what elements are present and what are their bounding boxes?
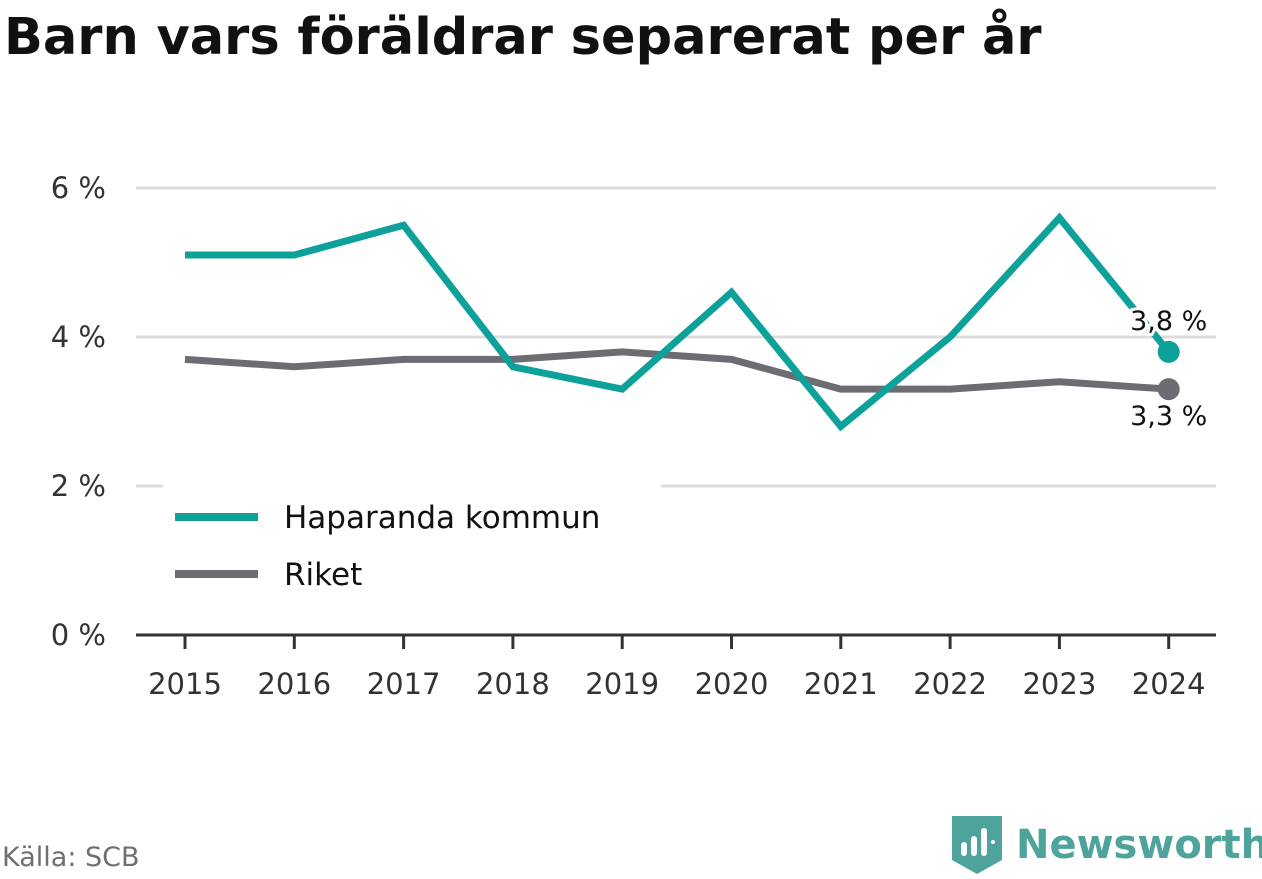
x-tick-label: 2018 [476, 667, 550, 701]
series-line [185, 212, 1172, 432]
series-end-point [1157, 378, 1180, 401]
x-tick-label: 2023 [1022, 667, 1096, 701]
series-lines [184, 212, 1180, 432]
brand-logo: Newsworthy [952, 816, 1262, 874]
x-tick-label: 2022 [913, 667, 987, 701]
y-tick-label: 6 % [51, 171, 106, 205]
end-labels: 3,8 % 3,3 % [1127, 303, 1210, 435]
source-note: Källa: SCB [2, 842, 140, 873]
x-tick-label: 2021 [804, 667, 878, 701]
x-tick-label: 2017 [367, 667, 441, 701]
end-label: 3,3 % [1130, 401, 1207, 432]
brand-name: Newsworthy [1016, 822, 1262, 868]
legend: Haparanda kommun Riket [175, 500, 600, 593]
x-axis: 2015 2016 2017 2018 2019 2020 2021 2022 2023 2024 [136, 633, 1216, 701]
legend-label: Riket [284, 557, 362, 593]
y-tick-label: 4 % [51, 320, 106, 354]
bar-chart-badge-icon [952, 816, 1002, 874]
y-tick-label: 2 % [51, 469, 106, 503]
legend-label: Haparanda kommun [284, 500, 600, 536]
legend-background [163, 480, 661, 605]
y-tick-label: 0 % [51, 618, 106, 652]
chart-title: Barn vars föräldrar separerat per år [4, 8, 1042, 67]
x-tick-label: 2015 [148, 667, 222, 701]
series-end-point [1157, 340, 1180, 363]
x-tick-label: 2019 [585, 667, 659, 701]
x-tick-label: 2024 [1132, 667, 1206, 701]
x-tick-label: 2016 [257, 667, 331, 701]
x-tick-label: 2020 [695, 667, 769, 701]
y-axis: 0 % 2 % 4 % 6 % [51, 171, 106, 652]
end-label: 3,8 % [1130, 306, 1207, 337]
series-line [184, 348, 1169, 393]
